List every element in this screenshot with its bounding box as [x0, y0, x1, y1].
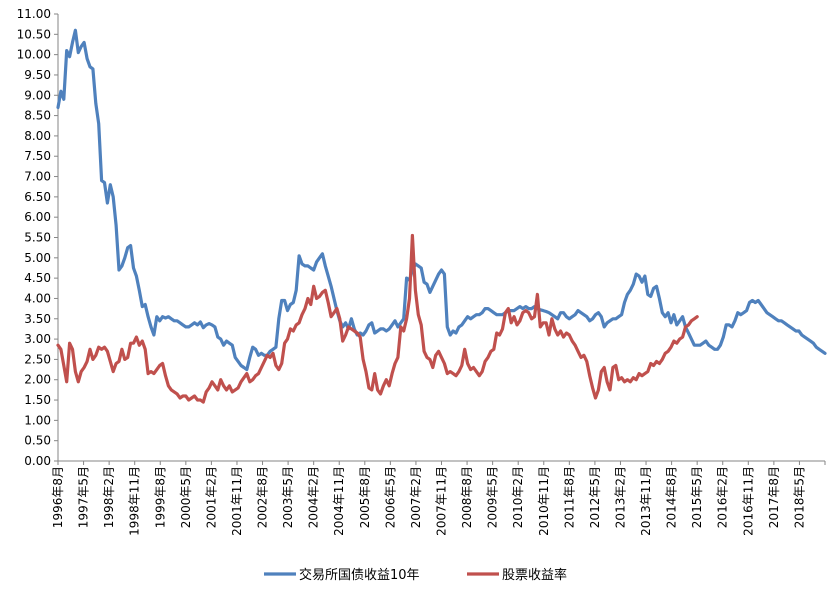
y-tick-label: 5.00 [24, 251, 51, 265]
x-tick-label: 1998年11月 [128, 466, 142, 536]
x-tick-label: 2004年2月 [307, 466, 321, 528]
y-tick-label: 10.50 [17, 27, 51, 41]
y-tick-label: 2.00 [24, 373, 51, 387]
y-tick-label: 10.00 [17, 48, 51, 62]
y-tick-label: 1.00 [24, 413, 51, 427]
x-tick-label: 2002年8月 [256, 466, 270, 528]
y-tick-label: 2.50 [24, 352, 51, 366]
x-tick-label: 2011年8月 [562, 466, 576, 528]
x-tick-label: 1998年2月 [102, 466, 116, 528]
legend-label-0: 交易所国债收益10年 [299, 567, 420, 583]
y-tick-label: 9.50 [24, 68, 51, 82]
y-tick-label: 7.00 [24, 170, 51, 184]
y-tick-label: 6.00 [24, 210, 51, 224]
y-tick-label: 8.00 [24, 129, 51, 143]
y-tick-label: 11.00 [17, 7, 51, 21]
y-axis: 0.00 0.50 1.00 1.50 2.00 2.50 3.00 3.50 4.00 4.50… [17, 7, 59, 468]
x-tick-label: 2009年5月 [486, 466, 500, 528]
y-tick-label: 0.00 [24, 454, 51, 468]
x-tick-label: 2010年2月 [511, 466, 525, 528]
x-tick-label: 2013年11月 [639, 466, 653, 536]
x-tick-label: 1997年5月 [77, 466, 91, 528]
y-tick-label: 1.50 [24, 393, 51, 407]
x-tick-label: 2000年5月 [179, 466, 193, 528]
y-tick-label: 8.50 [24, 109, 51, 123]
y-tick-label: 0.50 [24, 434, 51, 448]
x-tick-label: 2007年2月 [409, 466, 423, 528]
x-tick-label: 1996年8月 [51, 466, 65, 528]
series-layer [56, 28, 827, 404]
series-line-0 [56, 28, 827, 372]
series-line-1 [56, 233, 699, 404]
x-axis: 1996年8月 1997年5月 1998年2月 1998年11月 1999年8月 2000… [51, 460, 826, 536]
legend: 交易所国债收益10年 股票收益率 [264, 567, 567, 583]
x-tick-label: 2016年11月 [741, 466, 755, 536]
y-tick-label: 3.00 [24, 332, 51, 346]
y-tick-label: 3.50 [24, 312, 51, 326]
y-tick-label: 4.00 [24, 291, 51, 305]
x-tick-label: 2012年5月 [588, 466, 602, 528]
x-tick-label: 2003年5月 [281, 466, 295, 528]
x-tick-label: 2001年11月 [230, 466, 244, 536]
y-tick-label: 6.50 [24, 190, 51, 204]
x-tick-label: 2007年11月 [435, 466, 449, 536]
x-tick-label: 2018年5月 [792, 466, 806, 528]
y-tick-label: 7.50 [24, 149, 51, 163]
x-tick-label: 1999年8月 [153, 466, 167, 528]
x-tick-label: 2016年2月 [716, 466, 730, 528]
x-tick-label: 2013年2月 [613, 466, 627, 528]
y-tick-label: 5.50 [24, 231, 51, 245]
x-tick-label: 2015年5月 [690, 466, 704, 528]
x-tick-label: 2006年5月 [383, 466, 397, 528]
y-tick-label: 9.00 [24, 88, 51, 102]
x-tick-label: 2017年8月 [767, 466, 781, 528]
legend-label-1: 股票收益率 [502, 567, 567, 583]
y-tick-label: 4.50 [24, 271, 51, 285]
x-tick-label: 2005年8月 [358, 466, 372, 528]
x-tick-label: 2010年11月 [537, 466, 551, 536]
x-tick-label: 2014年8月 [665, 466, 679, 528]
x-tick-label: 2001年2月 [204, 466, 218, 528]
x-tick-label: 2004年11月 [332, 466, 346, 536]
x-tick-label: 2008年8月 [460, 466, 474, 528]
